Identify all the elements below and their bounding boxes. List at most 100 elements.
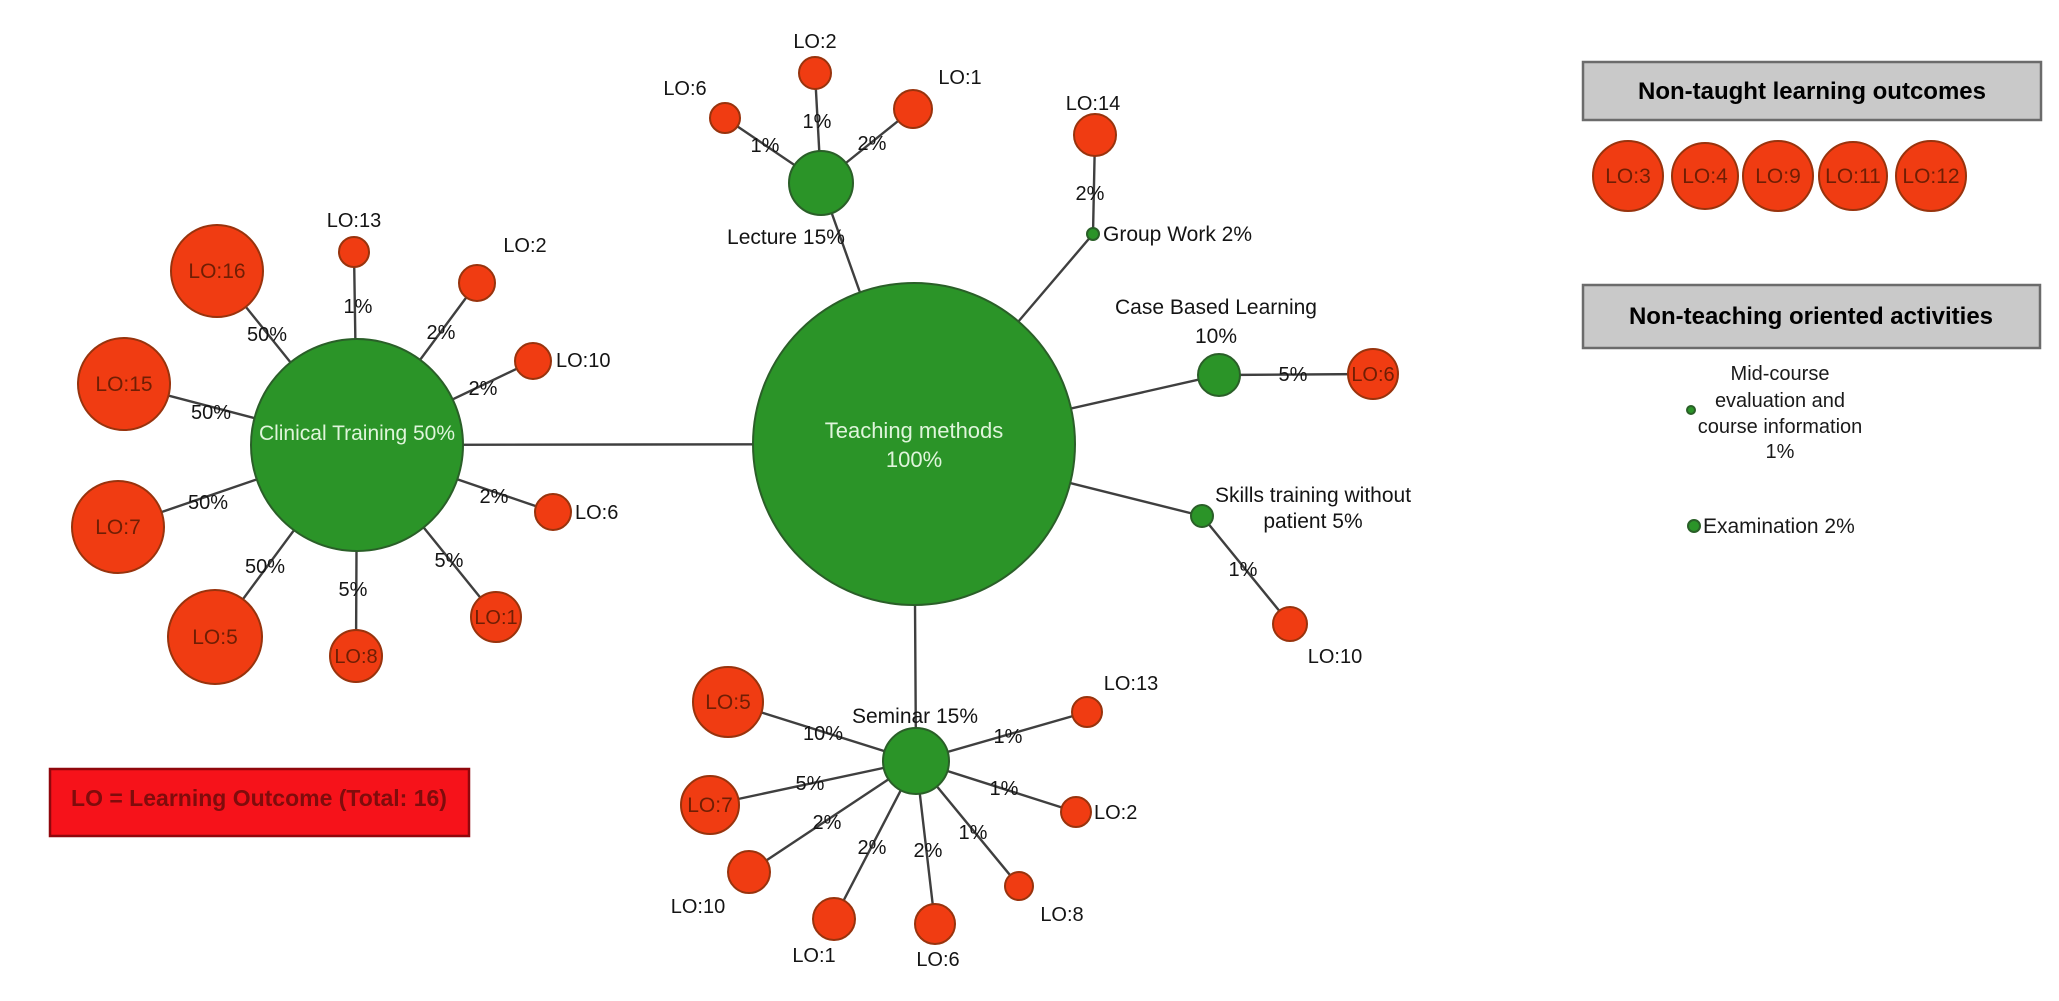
node-label-clinical-lo2: LO:2 xyxy=(503,235,546,257)
node-nontaught-lo9-label: LO:9 xyxy=(1755,165,1801,188)
edge-label-clinical-clinical-lo8: 5% xyxy=(339,579,368,601)
node-lecture xyxy=(788,150,854,216)
node-nontaught-lo11 xyxy=(1818,141,1888,211)
node-seminar-lo1 xyxy=(812,897,856,941)
node-nontaught-lo4 xyxy=(1671,142,1739,210)
node-seminar-lo5 xyxy=(692,666,764,738)
node-label-casebased: 10% xyxy=(1195,325,1237,348)
node-label-skills: patient 5% xyxy=(1263,510,1362,533)
node-clinical-lo2 xyxy=(458,264,496,302)
node-examination-dot xyxy=(1687,519,1701,533)
node-label-seminar-lo5: LO:5 xyxy=(705,691,751,714)
edge-label-clinical-clinical-lo15: 50% xyxy=(191,402,231,424)
panel-non-teaching: Non-teaching oriented activities Mid-cou… xyxy=(1581,283,2042,538)
edge-label-lecture-lecture-lo1: 2% xyxy=(858,133,887,155)
edge-label-seminar-seminar-lo10: 2% xyxy=(813,812,842,834)
node-label-clinical-lo16: LO:16 xyxy=(188,260,245,283)
node-label-lecture-lo6: LO:6 xyxy=(663,78,706,100)
edge-label-clinical-clinical-lo2: 2% xyxy=(427,322,456,344)
node-lecture-lo2 xyxy=(798,56,832,90)
node-nontaught-lo12-label: LO:12 xyxy=(1902,165,1959,188)
node-clinical-lo13 xyxy=(338,236,370,268)
node-clinical-lo5 xyxy=(167,589,263,685)
edge-label-clinical-clinical-lo1: 5% xyxy=(435,550,464,572)
node-clinical-lo10 xyxy=(514,342,552,380)
edge-label-clinical-clinical-lo7: 50% xyxy=(188,492,228,514)
node-label-lecture-lo1: LO:1 xyxy=(938,67,981,89)
node-label-skills-lo10: LO:10 xyxy=(1308,646,1362,668)
edge-label-lecture-lecture-lo6: 1% xyxy=(751,135,780,157)
edge-label-lecture-lecture-lo2: 1% xyxy=(803,111,832,133)
node-label-seminar-lo13: LO:13 xyxy=(1104,673,1158,695)
edge-label-clinical-clinical-lo10: 2% xyxy=(469,378,498,400)
node-casebased-lo6 xyxy=(1347,348,1399,400)
node-clinical-lo15 xyxy=(77,337,171,431)
node-clinical-lo8 xyxy=(329,629,383,683)
edge-label-clinical-clinical-lo5: 50% xyxy=(245,556,285,578)
node-label-seminar-lo8: LO:8 xyxy=(1040,904,1083,926)
legend-lo-definition: LO = Learning Outcome (Total: 16) xyxy=(48,767,471,838)
node-nontaught-lo3-label: LO:3 xyxy=(1605,165,1651,188)
node-label-clinical-lo6: LO:6 xyxy=(575,502,618,524)
legend-lo-box xyxy=(48,767,471,838)
node-teaching xyxy=(752,282,1076,606)
midcourse-line-3: course information xyxy=(1698,416,1863,438)
node-label-clinical-lo15: LO:15 xyxy=(95,373,152,396)
node-label-clinical-lo8: LO:8 xyxy=(334,646,377,668)
node-groupwork xyxy=(1086,227,1100,241)
node-nontaught-lo4-label: LO:4 xyxy=(1682,165,1728,188)
node-clinical-lo16 xyxy=(170,224,264,318)
node-clinical-lo6 xyxy=(534,493,572,531)
panel-non-teaching-title: Non-teaching oriented activities xyxy=(1629,303,1993,330)
node-label-seminar-lo10: LO:10 xyxy=(671,896,725,918)
edge-label-clinical-clinical-lo6: 2% xyxy=(480,486,509,508)
node-lecture-lo1 xyxy=(893,89,933,129)
edge-seminar-seminar-lo7 xyxy=(708,759,918,807)
edge-label-seminar-seminar-lo13: 1% xyxy=(994,726,1023,748)
node-label-seminar-lo2: LO:2 xyxy=(1094,802,1137,824)
node-label-seminar-lo6: LO:6 xyxy=(916,949,959,971)
node-label-seminar-lo7: LO:7 xyxy=(687,794,733,817)
node-label-layer: Teaching methods 100% Clinical Training 50… xyxy=(95,31,1411,971)
node-label-groupwork: Group Work 2% xyxy=(1103,223,1252,246)
edge-label-skills-skills-lo10: 1% xyxy=(1229,559,1258,581)
node-label-clinical-lo13: LO:13 xyxy=(327,210,381,232)
edge-label-seminar-seminar-lo7: 5% xyxy=(796,773,825,795)
node-seminar-lo8 xyxy=(1004,871,1034,901)
midcourse-line-2: evaluation and xyxy=(1715,390,1845,412)
panel-non-taught: Non-taught learning outcomes LO:3 LO:4 L… xyxy=(1581,60,2043,212)
edge-label-seminar-seminar-lo8: 1% xyxy=(959,822,988,844)
node-seminar-lo6 xyxy=(914,903,956,945)
node-label-seminar: Seminar 15% xyxy=(852,705,978,728)
node-label-casebased: Case Based Learning xyxy=(1115,296,1317,319)
node-label-clinical-lo10: LO:10 xyxy=(556,350,610,372)
node-lecture-lo6 xyxy=(709,102,741,134)
edge-label-clinical-clinical-lo16: 50% xyxy=(247,324,287,346)
node-clinical xyxy=(250,338,464,552)
edge-skills-skills-lo10 xyxy=(1200,514,1292,626)
edge-label-layer: 50% 1% 2% 2% 50% 50% 50% 5% 5% 2% 1% 1% 2% 2% 5% 1% 10% 5… xyxy=(188,111,1308,862)
node-label-clinical: Clinical Training 50% xyxy=(259,422,455,445)
node-seminar-lo7 xyxy=(680,775,740,835)
node-midcourse-dot xyxy=(1686,405,1696,415)
edge-label-seminar-seminar-lo6: 2% xyxy=(914,840,943,862)
node-label-lecture: Lecture 15% xyxy=(727,226,845,249)
legend-lo-text: LO = Learning Outcome (Total: 16) xyxy=(71,785,447,811)
node-label-groupwork-lo14: LO:14 xyxy=(1066,93,1120,115)
edge-label-seminar-seminar-lo5: 10% xyxy=(803,723,843,745)
node-seminar-lo10 xyxy=(727,850,771,894)
graph-layer: 50% 1% 2% 2% 50% 50% 50% 5% 5% 2% 1% 1% 2% 2% 5% 1% 10% 5… xyxy=(71,31,1411,971)
panel-non-taught-box xyxy=(1581,60,2043,122)
node-nontaught-lo9 xyxy=(1742,140,1814,212)
edge-label-casebased-casebased-lo6: 5% xyxy=(1279,364,1308,386)
node-label-casebased-lo6: LO:6 xyxy=(1351,364,1394,386)
node-clinical-lo1 xyxy=(470,591,522,643)
node-skills xyxy=(1190,504,1214,528)
edge-label-groupwork-groupwork-lo14: 2% xyxy=(1076,183,1105,205)
node-seminar xyxy=(882,727,950,795)
node-clinical-lo7 xyxy=(71,480,165,574)
edge-label-clinical-clinical-lo13: 1% xyxy=(344,296,373,318)
node-label-teaching: Teaching methods xyxy=(825,418,1004,443)
node-seminar-lo2 xyxy=(1060,796,1092,828)
